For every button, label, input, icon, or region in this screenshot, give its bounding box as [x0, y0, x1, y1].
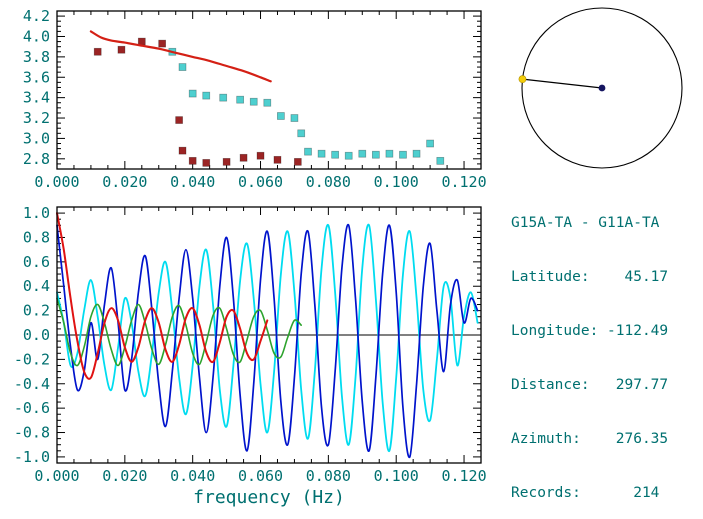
- marker-square: [175, 116, 183, 124]
- station-info-panel: G15A-TA - G11A-TA Latitude: 45.17 Longit…: [511, 178, 668, 519]
- marker-square: [385, 149, 394, 158]
- series-fit-green: [56, 297, 302, 367]
- x-tick-label: 0.080: [306, 173, 351, 191]
- marker-square: [222, 158, 231, 166]
- marker-square: [290, 114, 299, 122]
- latitude-line: Latitude: 45.17: [511, 269, 669, 285]
- x-tick-label: 0.120: [441, 467, 486, 485]
- remote-station-dot: [518, 75, 527, 84]
- x-tick-label: 0.060: [238, 173, 283, 191]
- x-tick-label: 0.000: [34, 173, 79, 191]
- marker-square: [358, 149, 367, 158]
- y-tick-label: -0.2: [14, 350, 50, 368]
- y-tick-label: 0.0: [23, 326, 50, 344]
- y-tick-label: -0.6: [14, 399, 50, 417]
- series-dispersion-cyan-squares: [168, 47, 445, 165]
- x-tick-label: 0.020: [102, 173, 147, 191]
- marker-square: [249, 97, 258, 106]
- trace: [56, 297, 302, 367]
- trace: [89, 30, 272, 83]
- marker-square: [202, 91, 211, 100]
- marker-square: [436, 156, 445, 165]
- x-axis-label: frequency (Hz): [193, 487, 345, 508]
- dispersion-plot: 0.000 0.020 0.040 0.060 0.080 0.100 0.120 2.8 3.…: [23, 7, 487, 191]
- distance-line: Distance: 297.77: [511, 377, 669, 393]
- x-tick-label: 0.060: [238, 467, 283, 485]
- azimuth-line-text: Azimuth: 276.35: [511, 431, 669, 447]
- series-reference-dispersion-curve: [89, 30, 272, 83]
- marker-square: [399, 150, 407, 159]
- marker-square: [188, 89, 197, 98]
- marker-square: [344, 151, 353, 160]
- marker-square: [297, 129, 306, 138]
- marker-square: [117, 45, 126, 54]
- azimuth-circle-diagram: [518, 7, 683, 169]
- x-tick-label: 0.040: [170, 467, 215, 485]
- axis-ticks: [56, 206, 482, 464]
- x-tick-label: 0.100: [374, 467, 419, 485]
- marker-square: [178, 63, 187, 71]
- x-tick-label: 0.120: [441, 173, 486, 191]
- y-tick-label: 3.6: [23, 68, 50, 86]
- y-tick-label: -0.4: [14, 375, 50, 393]
- y-tick-label: 3.4: [23, 89, 50, 107]
- marker-square: [178, 146, 187, 155]
- marker-square: [158, 39, 167, 48]
- y-tick-label: 0.8: [23, 228, 50, 246]
- marker-square: [219, 93, 228, 102]
- marker-square: [273, 155, 282, 164]
- y-tick-label: 1.0: [23, 204, 50, 222]
- station-pair-title: G15A-TA - G11A-TA: [511, 215, 660, 231]
- records-line: Records: 214: [511, 485, 660, 501]
- y-tick-label: 2.8: [23, 150, 50, 168]
- y-tick-label: 4.2: [23, 7, 50, 25]
- marker-square: [256, 151, 265, 160]
- y-tick-label: 0.6: [23, 253, 50, 271]
- axis-ticks: [56, 10, 482, 170]
- series-waveform-blue: [56, 223, 479, 458]
- marker-square: [331, 150, 339, 159]
- center-station-dot: [598, 84, 606, 92]
- marker-square: [93, 47, 102, 56]
- y-tick-label: 3.8: [23, 48, 50, 66]
- plot-frame: [56, 10, 482, 170]
- marker-square: [371, 150, 380, 159]
- series-fit-red: [56, 212, 269, 380]
- marker-square: [317, 149, 326, 158]
- marker-square: [304, 147, 312, 156]
- y-tick-label: -0.8: [14, 424, 50, 442]
- marker-square: [188, 156, 197, 165]
- marker-square: [426, 139, 434, 148]
- y-tick-label: 4.0: [23, 27, 50, 45]
- marker-square: [412, 149, 421, 158]
- axis-tick-labels: 0.000 0.020 0.040 0.060 0.080 0.100 0.120 -1.0 -…: [14, 204, 487, 485]
- y-tick-label: 0.2: [23, 302, 50, 320]
- x-tick-label: 0.040: [170, 173, 215, 191]
- waveform-plot: 0.000 0.020 0.040 0.060 0.080 0.100 0.120 -1.0 -…: [14, 204, 487, 508]
- marker-square: [263, 98, 272, 107]
- series-dispersion-dark-red-squares: [93, 37, 302, 167]
- marker-square: [277, 112, 285, 120]
- axis-tick-labels: 0.000 0.020 0.040 0.060 0.080 0.100 0.120 2.8 3.…: [23, 7, 487, 191]
- trace: [56, 223, 479, 458]
- x-tick-label: 0.100: [374, 173, 419, 191]
- y-tick-label: 3.0: [23, 129, 50, 147]
- longitude-line: Longitude: -112.49: [511, 323, 669, 339]
- marker-square: [202, 159, 211, 167]
- trace: [56, 212, 269, 380]
- marker-square: [236, 95, 245, 104]
- azimuth-line: [522, 78, 603, 89]
- marker-square: [239, 153, 248, 162]
- marker-square: [137, 37, 146, 46]
- x-tick-label: 0.080: [306, 467, 351, 485]
- y-tick-label: 3.2: [23, 109, 50, 127]
- plot-frame: [56, 206, 482, 464]
- y-tick-label: -1.0: [14, 448, 50, 466]
- marker-square: [293, 158, 302, 166]
- x-tick-label: 0.000: [34, 467, 79, 485]
- x-tick-label: 0.020: [102, 467, 147, 485]
- y-tick-label: 0.4: [23, 277, 50, 295]
